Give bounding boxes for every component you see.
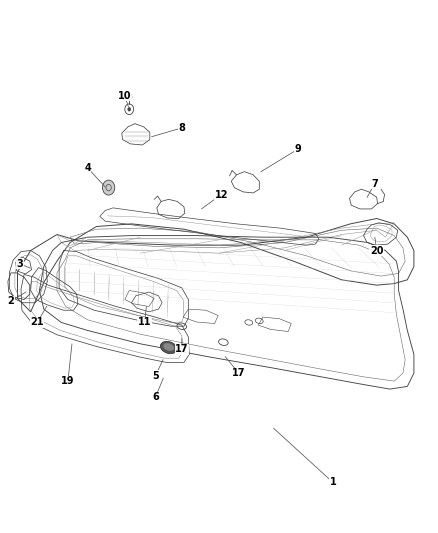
Text: 12: 12 bbox=[215, 190, 228, 199]
Text: 4: 4 bbox=[84, 163, 91, 173]
Text: 20: 20 bbox=[370, 246, 383, 255]
Ellipse shape bbox=[160, 342, 177, 353]
Circle shape bbox=[102, 180, 115, 195]
Text: 3: 3 bbox=[16, 259, 23, 269]
Text: 1: 1 bbox=[329, 478, 336, 487]
Text: 19: 19 bbox=[61, 376, 74, 386]
Text: 8: 8 bbox=[178, 123, 185, 133]
Text: 11: 11 bbox=[138, 318, 151, 327]
Ellipse shape bbox=[163, 343, 174, 351]
Text: 6: 6 bbox=[152, 392, 159, 402]
Circle shape bbox=[127, 107, 131, 111]
Text: 17: 17 bbox=[175, 344, 188, 354]
Text: 10: 10 bbox=[118, 91, 131, 101]
Text: 21: 21 bbox=[31, 318, 44, 327]
Text: 2: 2 bbox=[7, 296, 14, 306]
Text: 17: 17 bbox=[232, 368, 245, 378]
Text: 9: 9 bbox=[294, 144, 301, 154]
Text: 5: 5 bbox=[152, 371, 159, 381]
Text: 7: 7 bbox=[371, 179, 378, 189]
